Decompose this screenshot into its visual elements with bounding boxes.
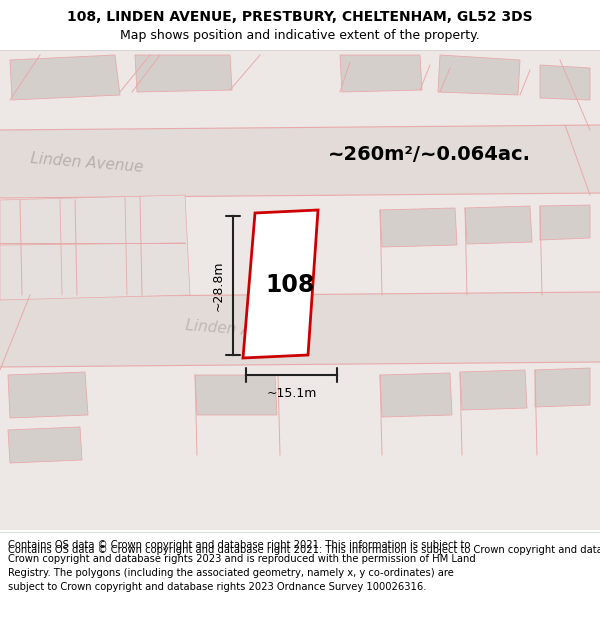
Polygon shape	[8, 427, 82, 463]
Polygon shape	[380, 208, 457, 247]
Polygon shape	[438, 55, 520, 95]
Text: ~15.1m: ~15.1m	[266, 387, 317, 400]
Text: ~28.8m: ~28.8m	[212, 260, 225, 311]
Polygon shape	[10, 55, 120, 100]
Text: Registry. The polygons (including the associated geometry, namely x, y co-ordina: Registry. The polygons (including the as…	[8, 568, 454, 578]
Text: subject to Crown copyright and database rights 2023 Ordnance Survey 100026316.: subject to Crown copyright and database …	[8, 582, 427, 592]
Polygon shape	[0, 50, 600, 530]
Text: Crown copyright and database rights 2023 and is reproduced with the permission o: Crown copyright and database rights 2023…	[8, 554, 476, 564]
Text: Linden Avenue: Linden Avenue	[185, 318, 299, 342]
Polygon shape	[0, 292, 600, 367]
Polygon shape	[0, 125, 600, 198]
Text: ~260m²/~0.064ac.: ~260m²/~0.064ac.	[328, 146, 531, 164]
Polygon shape	[465, 206, 532, 244]
Text: Linden Avenue: Linden Avenue	[30, 151, 144, 175]
Polygon shape	[135, 55, 232, 92]
Polygon shape	[8, 372, 88, 418]
Polygon shape	[460, 370, 527, 410]
Polygon shape	[380, 373, 452, 417]
Text: Map shows position and indicative extent of the property.: Map shows position and indicative extent…	[120, 29, 480, 41]
Polygon shape	[540, 65, 590, 100]
Polygon shape	[340, 55, 422, 92]
Text: 108: 108	[265, 273, 314, 297]
Text: Contains OS data © Crown copyright and database right 2021. This information is : Contains OS data © Crown copyright and d…	[8, 545, 600, 555]
Text: 108, LINDEN AVENUE, PRESTBURY, CHELTENHAM, GL52 3DS: 108, LINDEN AVENUE, PRESTBURY, CHELTENHA…	[67, 10, 533, 24]
Polygon shape	[0, 195, 190, 300]
Text: Contains OS data © Crown copyright and database right 2021. This information is : Contains OS data © Crown copyright and d…	[8, 540, 470, 550]
Polygon shape	[540, 205, 590, 240]
Polygon shape	[195, 375, 277, 415]
Polygon shape	[535, 368, 590, 407]
Polygon shape	[243, 210, 318, 358]
